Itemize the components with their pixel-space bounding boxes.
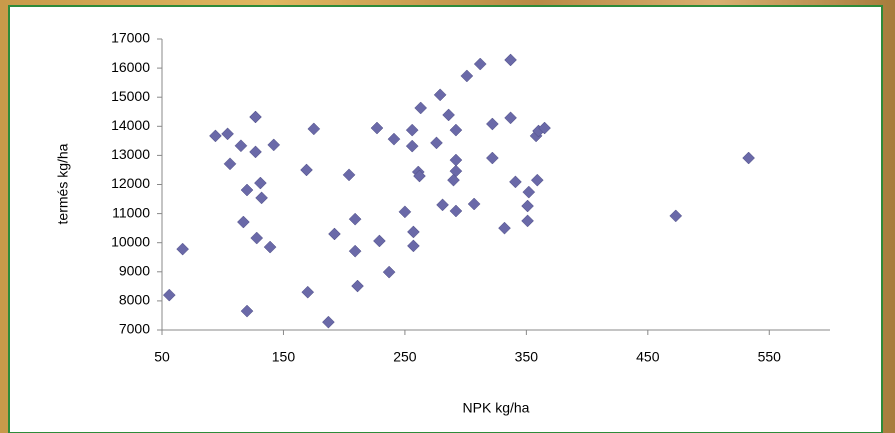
point (254, 176, 267, 190)
point (221, 127, 234, 141)
point (504, 111, 517, 125)
x-tick-label: 50 (154, 349, 170, 365)
point (237, 215, 250, 229)
y-axis-title: termés kg/ha (55, 143, 71, 224)
point (370, 121, 384, 135)
x-tick-label: 250 (393, 349, 417, 365)
point (348, 212, 362, 226)
point (176, 242, 190, 256)
y-tick-label: 8000 (119, 292, 150, 308)
x-tick-label: 450 (636, 349, 660, 365)
chart-frame (8, 5, 883, 433)
point (307, 122, 321, 136)
y-tick-label: 9000 (119, 263, 150, 279)
point (521, 199, 534, 213)
y-tick-label: 14000 (111, 117, 150, 133)
point (449, 204, 463, 218)
point (162, 288, 176, 302)
point (467, 197, 481, 211)
y-tick-label: 12000 (111, 175, 150, 191)
point (486, 151, 499, 165)
point (223, 157, 237, 171)
point (521, 214, 534, 228)
point (504, 53, 517, 67)
point (255, 191, 268, 205)
y-tick-label: 10000 (111, 233, 150, 249)
y-tick-label: 11000 (112, 204, 150, 220)
point (486, 117, 499, 131)
point (322, 315, 335, 329)
x-tick-label: 150 (272, 349, 296, 365)
point (669, 209, 683, 223)
point (249, 110, 262, 124)
point (413, 169, 426, 183)
point (301, 285, 315, 299)
point (348, 244, 362, 258)
point (742, 151, 755, 165)
point (373, 234, 386, 248)
point (209, 129, 222, 143)
point (234, 139, 248, 153)
point (240, 183, 254, 197)
point (250, 231, 264, 245)
point (538, 121, 551, 135)
point (498, 221, 511, 235)
point (407, 239, 420, 253)
y-tick-label: 15000 (111, 88, 150, 104)
point (405, 123, 419, 137)
point (414, 101, 428, 115)
x-axis-title: NPK kg/ha (463, 400, 530, 416)
point (436, 198, 449, 212)
point (342, 168, 356, 182)
point (522, 185, 536, 199)
y-tick-label: 7000 (119, 321, 150, 337)
y-tick-label: 13000 (111, 146, 150, 162)
point (328, 227, 341, 241)
point (382, 265, 396, 279)
point (509, 175, 522, 189)
point (449, 123, 463, 137)
y-tick-label: 16000 (111, 59, 150, 75)
point (267, 138, 281, 152)
x-tick-label: 350 (515, 349, 539, 365)
point (430, 136, 443, 150)
point (405, 139, 419, 153)
point (240, 304, 254, 318)
point (387, 132, 401, 146)
point (300, 163, 313, 177)
point (447, 173, 460, 187)
point (263, 240, 277, 254)
point (433, 88, 447, 102)
point (473, 57, 487, 71)
point (460, 69, 474, 83)
point (442, 108, 455, 122)
point (249, 145, 262, 159)
point (351, 279, 364, 293)
point (407, 225, 420, 239)
y-tick-label: 17000 (111, 30, 150, 46)
point (530, 173, 544, 187)
point (398, 205, 412, 219)
x-tick-label: 550 (758, 349, 782, 365)
